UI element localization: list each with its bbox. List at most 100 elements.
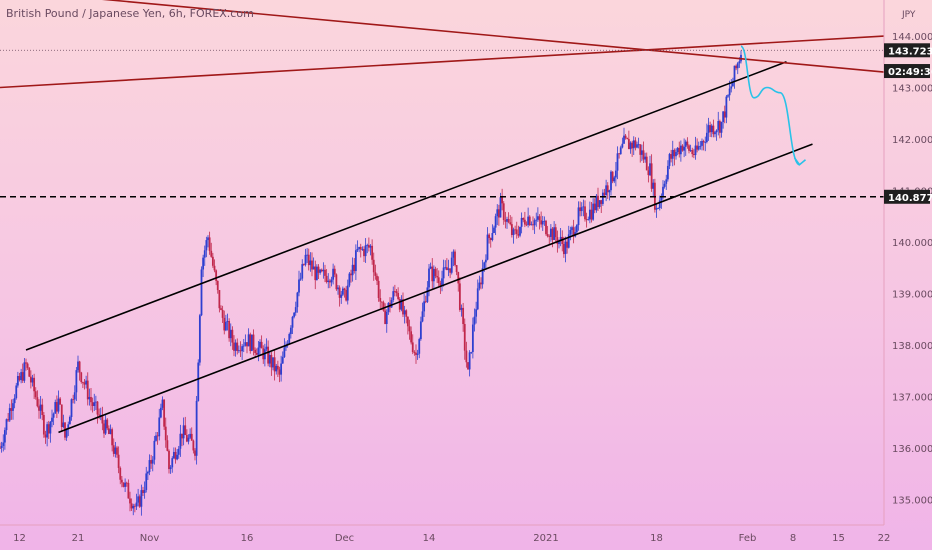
candle-body (3, 430, 6, 443)
candle-body (34, 391, 37, 398)
candle-body (611, 171, 614, 182)
candle-body (709, 125, 712, 133)
candle-body (57, 398, 60, 412)
candle-body (655, 208, 658, 210)
candle-body (718, 121, 721, 133)
x-tick-label: 14 (423, 533, 436, 544)
candle-body (213, 265, 216, 271)
candle-body (657, 208, 660, 209)
x-tick-label: Dec (335, 533, 354, 544)
candle-body (480, 282, 482, 285)
price-tag-box (884, 64, 930, 79)
candle-body (239, 350, 242, 352)
candle-body (298, 279, 300, 293)
candle-body (484, 259, 487, 263)
candle-body (545, 220, 547, 235)
candle-body (470, 351, 473, 353)
time-axis[interactable]: 12 21 Nov 16 Dec 14 2021 18 Feb 8 15 22 (13, 533, 890, 544)
candle-body (731, 81, 734, 87)
x-tick-label: 2021 (533, 533, 558, 544)
candle-body (161, 399, 164, 408)
candle-body (145, 473, 148, 490)
candle-body (353, 264, 356, 272)
candle-body (25, 362, 27, 364)
candle-body (647, 170, 650, 176)
price-axis[interactable]: 135.000 136.000 137.000 138.000 139.000 140.0… (892, 32, 932, 506)
candle-body (233, 342, 235, 351)
candle-body (127, 483, 130, 499)
candle-body (190, 433, 193, 441)
candle-body (614, 170, 617, 178)
chart-title: British Pound / Japanese Yen, 6h, FOREX.… (6, 7, 254, 20)
candle-body (41, 404, 44, 416)
price-tag-label: 02:49:36 (888, 67, 932, 78)
candle-body (665, 179, 668, 184)
candle-body (52, 413, 55, 418)
candle-body (315, 266, 318, 281)
candle-body (688, 145, 690, 151)
candle-body (676, 147, 679, 153)
candle-body (406, 316, 409, 327)
candle-body (140, 490, 143, 507)
candle-body (361, 249, 364, 250)
candle-body (155, 435, 157, 441)
candle-body (442, 267, 445, 279)
x-tick-label: 18 (650, 533, 663, 544)
candle-body (384, 310, 387, 324)
candle-body (340, 294, 343, 298)
candle-body (697, 146, 700, 150)
candle-body (575, 225, 578, 233)
candle-body (454, 251, 456, 266)
candle-body (159, 407, 162, 418)
candle-body (0, 447, 1, 449)
candle-body (411, 342, 414, 353)
candle-body (494, 216, 497, 228)
candle-body (468, 352, 471, 370)
candle-body (432, 268, 435, 282)
candle-body (23, 362, 26, 381)
candle-body (538, 216, 541, 221)
y-tick-label: 136.000 (892, 444, 932, 455)
candle-body (439, 283, 442, 286)
candle-body (280, 363, 283, 375)
candle-body (366, 244, 369, 246)
candle-body (424, 301, 427, 303)
candle-body (379, 297, 382, 302)
candle-body (234, 342, 237, 351)
candle-body (182, 425, 185, 439)
candle-body (623, 135, 625, 144)
candle-body (101, 414, 104, 424)
candle-body (137, 496, 140, 503)
candle-body (220, 308, 222, 310)
candle-body (67, 424, 70, 429)
candle-body (314, 266, 317, 281)
candle-body (704, 142, 707, 143)
candle-body (483, 262, 486, 269)
candle-body (72, 399, 75, 401)
candle-body (281, 356, 284, 364)
candle-body (686, 141, 689, 146)
candle-body (629, 142, 632, 150)
candle-body (229, 329, 232, 339)
candle-body (77, 361, 79, 371)
candle-body (382, 302, 385, 311)
candle-body (96, 401, 99, 415)
candle-body (663, 183, 666, 187)
candle-body (376, 275, 378, 281)
candle-body (437, 277, 440, 284)
candle-body (689, 150, 692, 151)
candle-body (631, 142, 634, 149)
candle-body (194, 450, 196, 456)
candle-body (562, 243, 565, 255)
candle-body (666, 165, 669, 180)
candle-body (90, 396, 92, 403)
candle-body (715, 130, 718, 133)
candle-body (119, 467, 122, 480)
candle-body (504, 220, 507, 222)
candle-body (519, 226, 521, 236)
candle-body (634, 140, 637, 148)
candle-body (21, 372, 24, 381)
red-line-up-line (0, 35, 885, 89)
candle-body (312, 266, 315, 270)
